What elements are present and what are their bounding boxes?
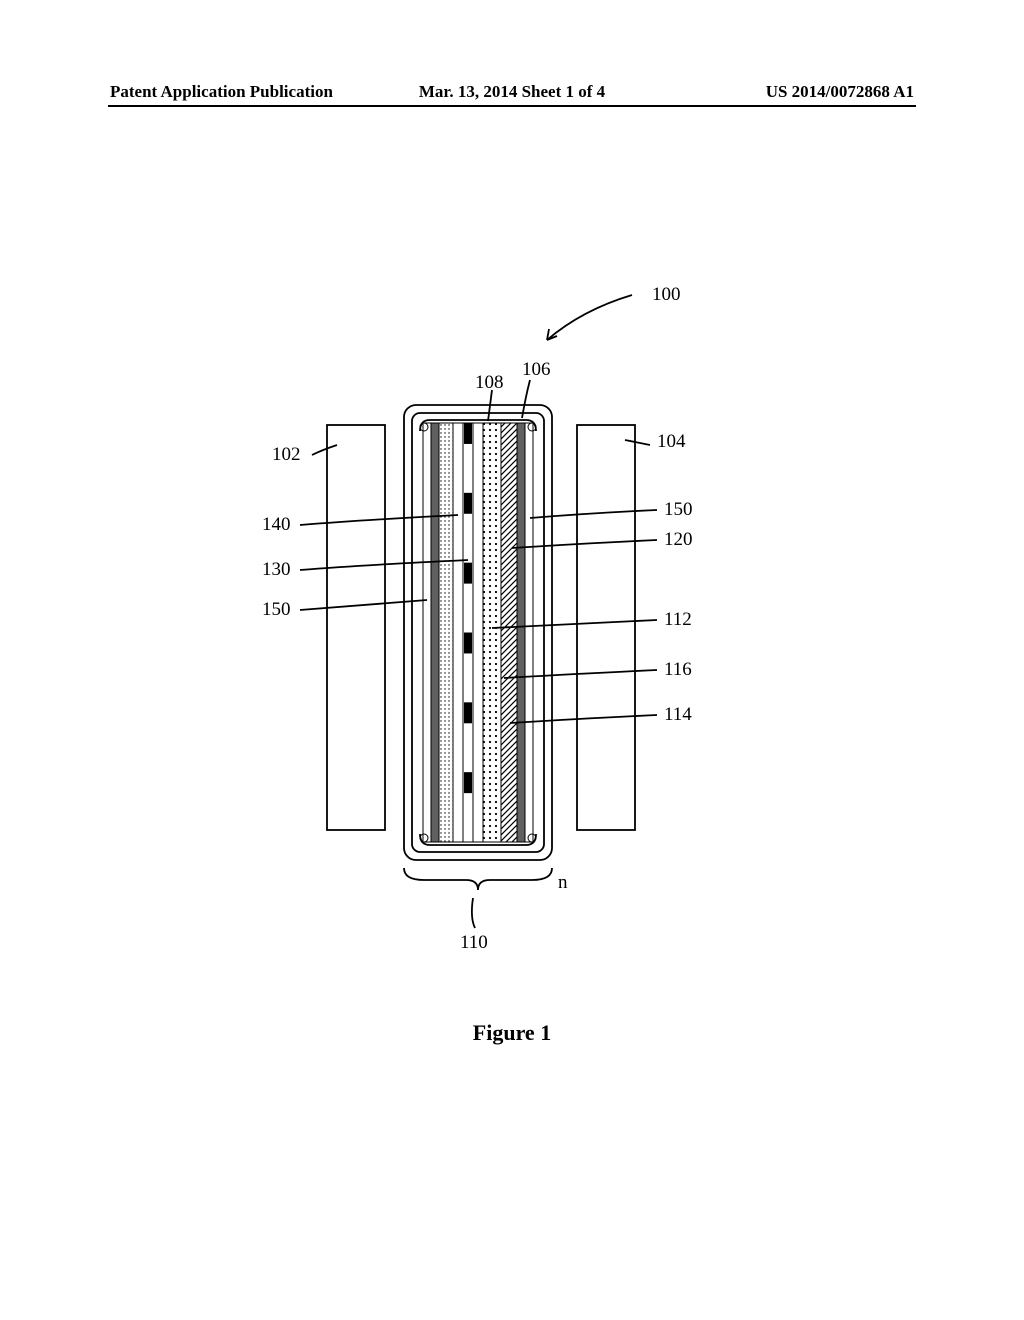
svg-text:150: 150	[262, 599, 291, 620]
svg-text:106: 106	[522, 359, 551, 380]
figure-container: 100 102 104 106 108 140 130 150 150 120 112 116 114 n…	[0, 260, 1024, 1000]
svg-text:102: 102	[272, 444, 301, 465]
svg-text:140: 140	[262, 514, 291, 535]
svg-text:104: 104	[657, 431, 686, 452]
header-rule	[108, 105, 916, 107]
svg-text:150: 150	[664, 499, 693, 520]
svg-text:n: n	[558, 872, 568, 893]
svg-text:100: 100	[652, 284, 681, 305]
page-header: Patent Application Publication Mar. 13, …	[0, 82, 1024, 102]
svg-text:130: 130	[262, 559, 291, 580]
svg-text:114: 114	[664, 704, 692, 725]
svg-text:112: 112	[664, 609, 692, 630]
svg-text:116: 116	[664, 659, 692, 680]
header-patent-number: US 2014/0072868 A1	[766, 82, 914, 102]
header-publication: Patent Application Publication	[110, 82, 333, 102]
figure-caption: Figure 1	[0, 1020, 1024, 1046]
svg-text:120: 120	[664, 529, 693, 550]
svg-text:108: 108	[475, 372, 504, 393]
svg-text:110: 110	[460, 932, 488, 953]
patent-figure: 100 102 104 106 108 140 130 150 150 120 112 116 114 n…	[212, 260, 812, 980]
header-date-sheet: Mar. 13, 2014 Sheet 1 of 4	[419, 82, 605, 102]
